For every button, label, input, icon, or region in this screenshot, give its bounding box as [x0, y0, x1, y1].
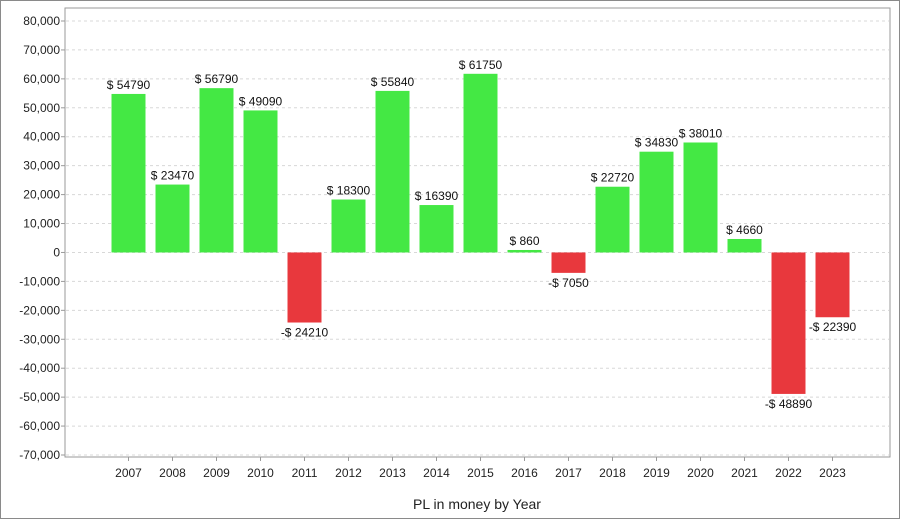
data-label: $ 54790 — [107, 78, 151, 92]
x-axis-title: PL in money by Year — [413, 496, 541, 512]
y-tick-label: -50,000 — [19, 390, 60, 404]
bar[interactable] — [639, 151, 674, 253]
y-tick-label: -20,000 — [19, 303, 60, 317]
x-tick-label: 2009 — [203, 466, 230, 480]
x-tick-label: 2017 — [555, 466, 582, 480]
bar[interactable] — [287, 252, 322, 323]
x-tick-label: 2023 — [819, 466, 846, 480]
x-axis-ticks: 2007 2008 2009 2010 2011 2012 2013 2014 2015 2016… — [115, 457, 846, 480]
y-tick-label: -60,000 — [19, 419, 60, 433]
data-label: -$ 22390 — [809, 320, 857, 334]
x-tick-label: 2019 — [643, 466, 670, 480]
data-label: $ 55840 — [371, 75, 415, 89]
y-tick-label: 10,000 — [23, 217, 60, 231]
bar[interactable] — [243, 110, 278, 253]
data-labels: $ 54790 $ 23470 $ 56790$ 49090 -$ 24210 $ 18… — [107, 58, 857, 411]
bar[interactable] — [331, 199, 366, 253]
x-tick-label: 2012 — [335, 466, 362, 480]
bar[interactable] — [595, 186, 630, 253]
x-tick-label: 2008 — [159, 466, 186, 480]
bar[interactable] — [375, 90, 410, 253]
x-tick-label: 2015 — [467, 466, 494, 480]
x-tick-label: 2011 — [292, 466, 318, 480]
y-tick-label: -10,000 — [19, 274, 60, 288]
y-tick-label: 20,000 — [23, 188, 60, 202]
bar[interactable] — [727, 238, 762, 253]
data-label: $ 61750 — [459, 58, 503, 72]
x-tick-label: 2010 — [247, 466, 274, 480]
data-label: -$ 24210 — [281, 326, 329, 340]
data-label: $ 4660 — [726, 223, 763, 237]
x-tick-label: 2021 — [731, 466, 758, 480]
bar[interactable] — [771, 252, 806, 394]
y-tick-label: 70,000 — [23, 43, 60, 57]
bar[interactable] — [155, 184, 190, 253]
data-label: -$ 48890 — [765, 397, 813, 411]
x-tick-label: 2014 — [423, 466, 450, 480]
grid-lines — [66, 20, 889, 456]
bar[interactable] — [815, 252, 850, 318]
data-label: $ 16390 — [415, 189, 459, 203]
bar[interactable] — [551, 252, 586, 273]
y-tick-label: 80,000 — [23, 14, 60, 28]
x-tick-label: 2016 — [511, 466, 538, 480]
y-tick-label: -30,000 — [19, 332, 60, 346]
x-tick-label: 2020 — [687, 466, 714, 480]
x-tick-label: 2022 — [775, 466, 802, 480]
data-label: $ 56790 — [195, 72, 239, 86]
y-tick-label: -70,000 — [19, 448, 60, 462]
y-tick-label: 0 — [53, 245, 60, 259]
y-tick-label: 50,000 — [23, 101, 60, 115]
bar[interactable] — [683, 142, 718, 253]
bar[interactable] — [111, 93, 146, 253]
data-label: $ 34830 — [635, 136, 679, 150]
data-label: $ 49090 — [239, 94, 283, 108]
data-label: $ 22720 — [591, 171, 635, 185]
bar[interactable] — [507, 249, 542, 253]
data-label: $ 23470 — [151, 169, 195, 183]
y-axis-ticks: 80,000 70,000 60,000 50,000 40,000 30,000 20,0… — [19, 14, 65, 462]
bar[interactable] — [463, 73, 498, 253]
bar[interactable] — [419, 205, 454, 253]
y-tick-label: 40,000 — [23, 130, 60, 144]
x-tick-label: 2013 — [379, 466, 406, 480]
data-label: $ 860 — [509, 234, 539, 248]
bars — [111, 73, 850, 394]
bar[interactable] — [199, 88, 234, 253]
data-label: $ 18300 — [327, 184, 371, 198]
data-label: $ 38010 — [679, 126, 723, 140]
y-tick-label: 30,000 — [23, 159, 60, 173]
y-tick-label: -40,000 — [19, 361, 60, 375]
x-tick-label: 2007 — [115, 466, 142, 480]
x-tick-label: 2018 — [599, 466, 626, 480]
y-tick-label: 60,000 — [23, 72, 60, 86]
data-label: -$ 7050 — [548, 276, 589, 290]
